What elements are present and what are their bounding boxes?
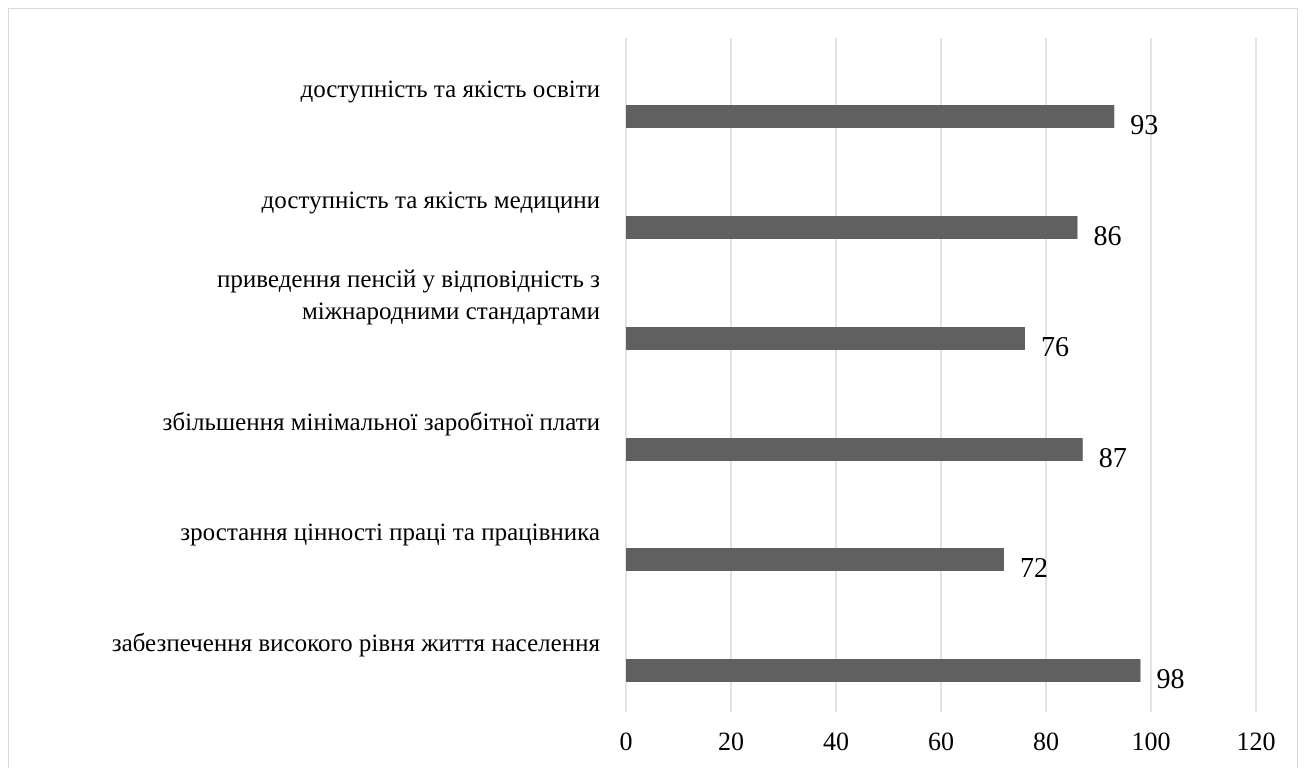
bar (626, 105, 1115, 128)
x-tick-label: 80 (1033, 727, 1059, 756)
category-label: зростання цінності праці та працівника (180, 519, 600, 546)
data-label: 86 (1094, 221, 1122, 252)
bar (626, 659, 1141, 682)
bar (626, 216, 1078, 239)
category-label: доступність та якість медицини (262, 187, 600, 214)
data-label: 76 (1041, 332, 1069, 363)
bar (626, 327, 1025, 350)
data-labels: 93 86 76 87 72 98 (1020, 110, 1185, 695)
bar (626, 438, 1083, 461)
chart-frame (8, 8, 1298, 768)
data-label: 98 (1157, 664, 1185, 695)
data-label: 93 (1130, 110, 1158, 141)
category-label: доступність та якість освіти (300, 76, 600, 103)
x-tick-label: 120 (1237, 727, 1276, 756)
category-label: забезпечення високого рівня життя населе… (112, 630, 601, 657)
data-label: 72 (1020, 553, 1048, 584)
x-axis-tick-labels: 0 20 40 60 80 100 120 (620, 727, 1276, 756)
x-tick-label: 20 (718, 727, 744, 756)
x-tick-label: 40 (823, 727, 849, 756)
bars (626, 105, 1141, 682)
gridlines (625, 38, 1257, 712)
x-tick-label: 100 (1132, 727, 1171, 756)
x-tick-label: 60 (928, 727, 954, 756)
category-label: міжнародними стандартами (302, 298, 600, 325)
category-label: збільшення мінімальної заробітної плати (162, 409, 600, 436)
category-label: приведення пенсій у відповідність з (217, 266, 600, 293)
bar (626, 548, 1004, 571)
x-tick-label: 0 (620, 727, 633, 756)
data-label: 87 (1099, 443, 1127, 474)
category-labels: доступність та якість освіти доступність … (112, 76, 601, 657)
